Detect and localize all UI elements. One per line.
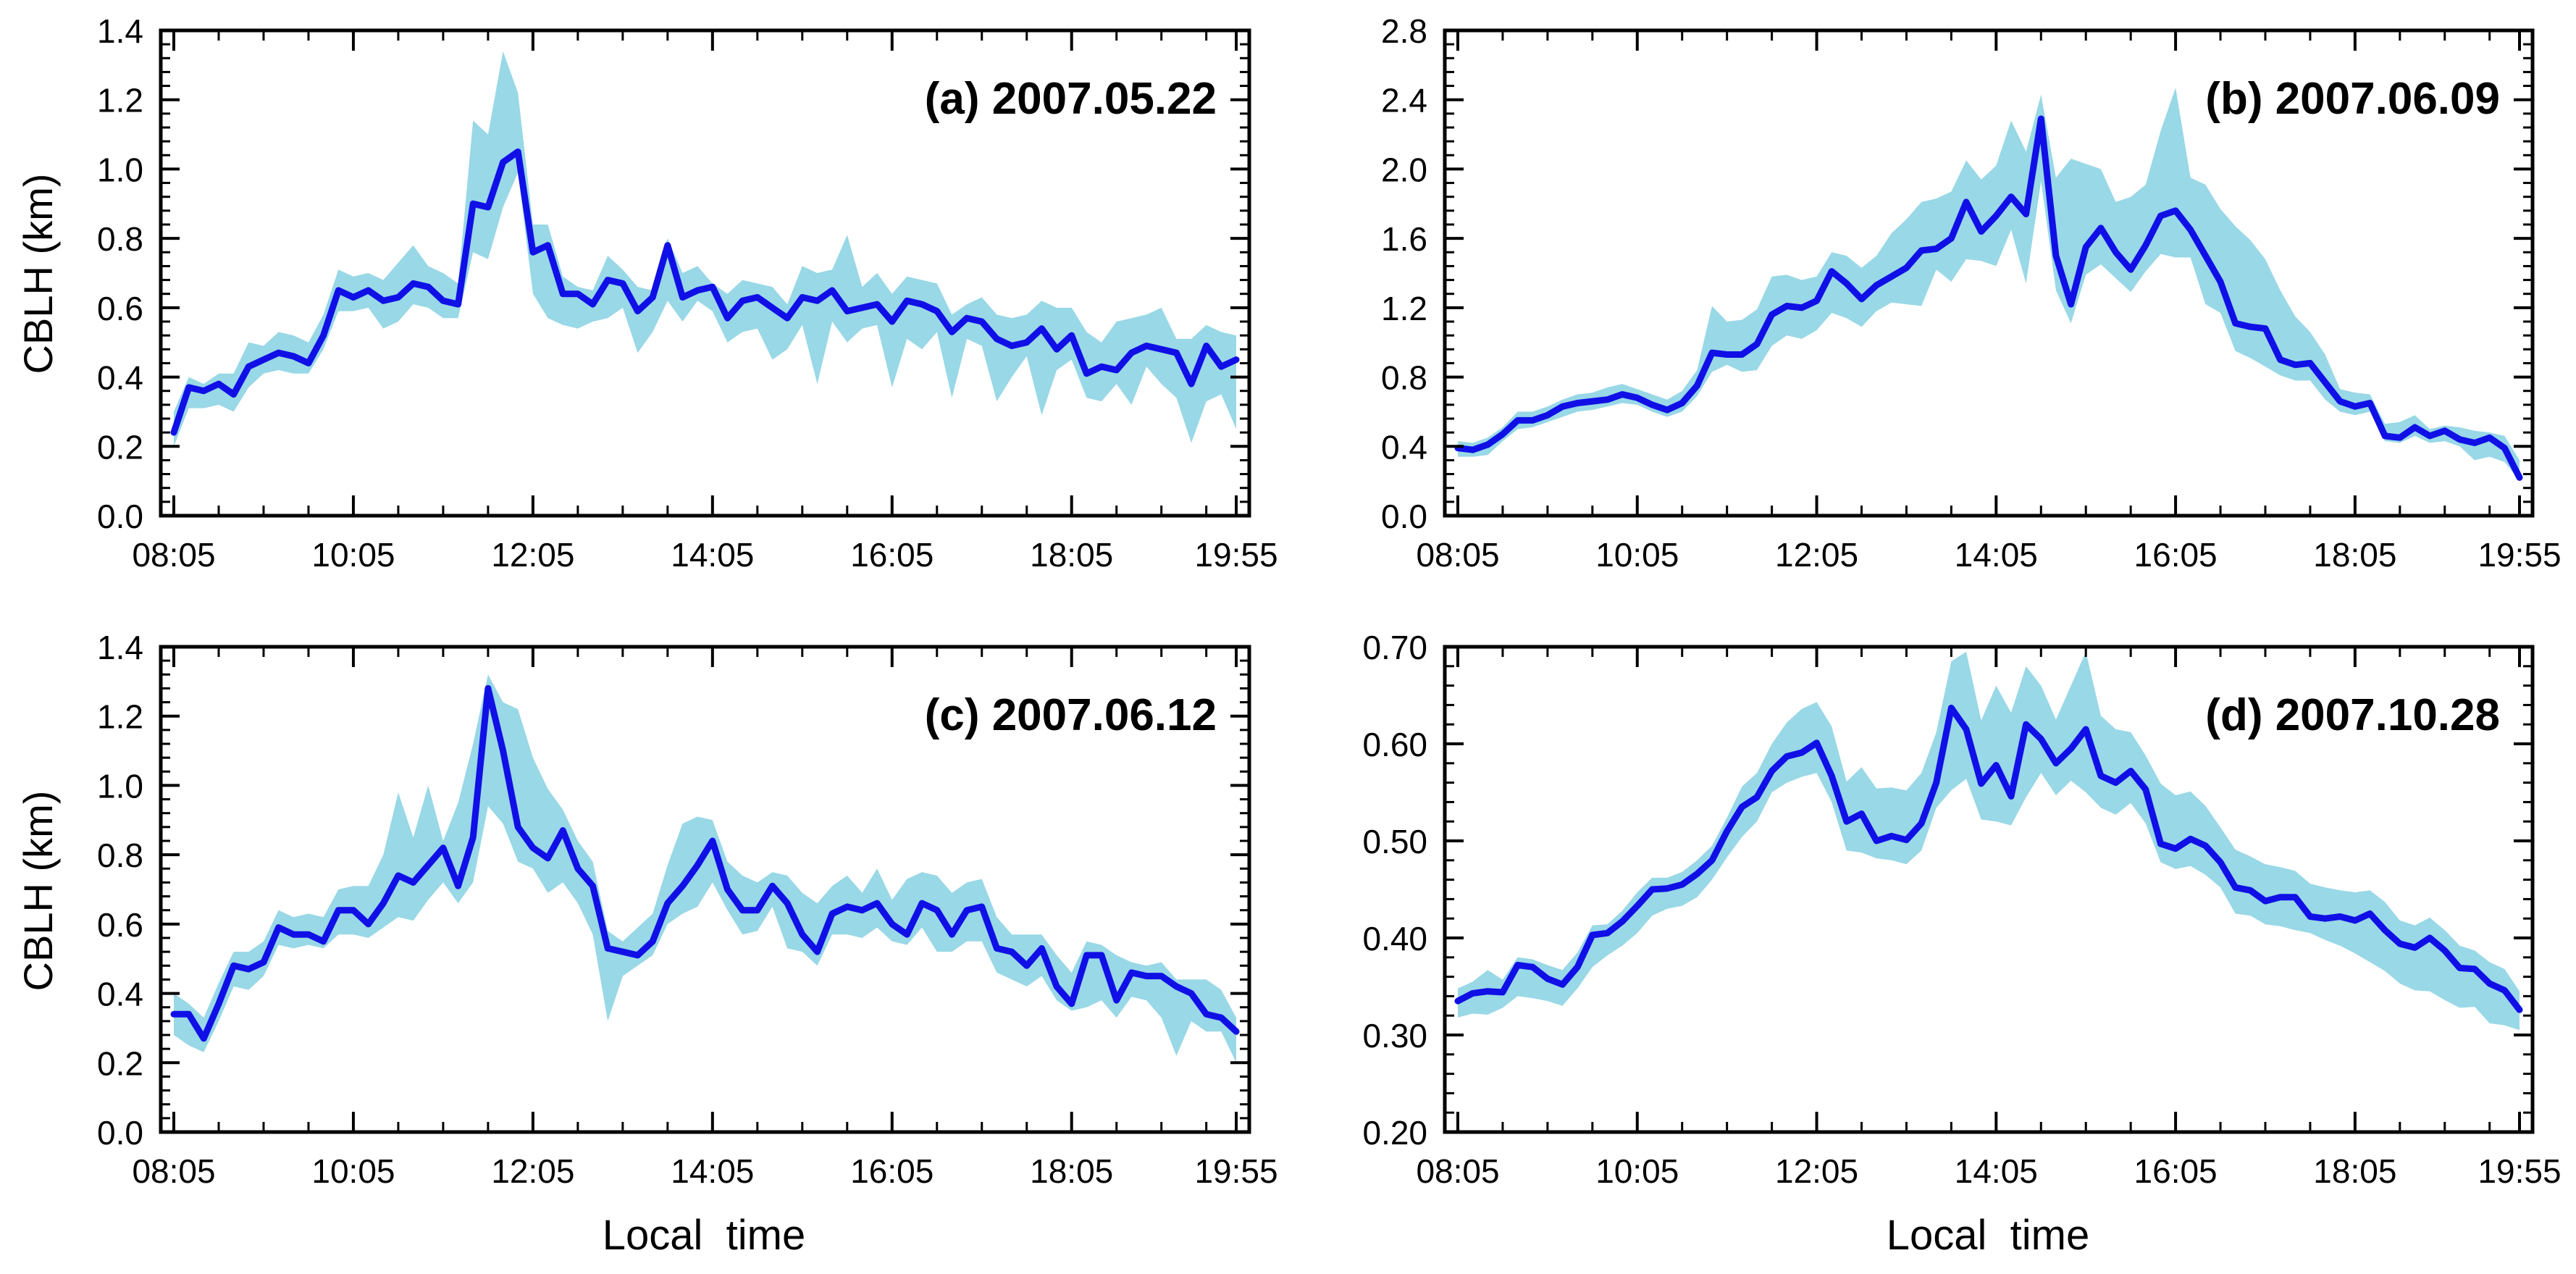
y-tick-label: 1.0 bbox=[97, 151, 143, 188]
y-axis-label-bottom: CBLH (km) bbox=[15, 791, 61, 992]
y-tick-label: 1.6 bbox=[1381, 220, 1427, 258]
x-tick-label: 08:05 bbox=[132, 536, 215, 574]
panel-a: 0.0 0.2 0.4 0.6 0.8 1.0 1.2 1.4 08:05 10:05 12:05 1… bbox=[97, 12, 1278, 574]
panel-title: (d) 2007.10.28 bbox=[2205, 690, 2500, 740]
x-tick-label: 08:05 bbox=[132, 1152, 215, 1190]
plot-frame bbox=[159, 645, 1251, 1134]
x-tick-label: 18:05 bbox=[2313, 536, 2396, 574]
panel-title: (b) 2007.06.09 bbox=[2205, 74, 2500, 124]
y-tick-label: 0.40 bbox=[1362, 920, 1427, 957]
x-tick-label: 14:05 bbox=[671, 1152, 754, 1190]
y-tick-label: 0.0 bbox=[97, 1114, 143, 1152]
y-tick-label: 0.8 bbox=[97, 220, 143, 258]
y-tick-label: 1.2 bbox=[1381, 290, 1427, 327]
y-axis-label-top: CBLH (km) bbox=[15, 174, 61, 374]
y-tick-label: 1.4 bbox=[97, 629, 143, 666]
y-tick-label: 2.8 bbox=[1381, 12, 1427, 50]
y-tick-label: 0.30 bbox=[1362, 1017, 1427, 1055]
x-tick-label: 19:55 bbox=[2478, 536, 2561, 574]
y-tick-label: 0.4 bbox=[97, 359, 143, 397]
x-tick-label: 14:05 bbox=[1955, 1152, 2038, 1190]
x-tick-label: 18:05 bbox=[1030, 1152, 1113, 1190]
y-tick-label: 2.4 bbox=[1381, 82, 1427, 120]
y-tick-label: 1.4 bbox=[97, 12, 143, 50]
y-tick-label: 0.2 bbox=[97, 1044, 143, 1082]
y-tick-label: 0.20 bbox=[1362, 1114, 1427, 1152]
x-tick-label: 10:05 bbox=[1595, 536, 1679, 574]
x-axis-label-right: Local time bbox=[1887, 1212, 2089, 1259]
x-tick-label: 16:05 bbox=[2134, 1152, 2218, 1190]
x-tick-label: 16:05 bbox=[2134, 536, 2218, 574]
y-tick-label: 0.6 bbox=[97, 906, 143, 944]
spread-band bbox=[174, 674, 1236, 1063]
y-tick-label: 2.0 bbox=[1381, 151, 1427, 188]
plot-frame bbox=[1443, 28, 2535, 518]
y-tick-label: 0.8 bbox=[1381, 359, 1427, 397]
x-tick-label: 14:05 bbox=[1955, 536, 2038, 574]
panel-title: (c) 2007.06.12 bbox=[925, 690, 1217, 740]
y-tick-label: 1.0 bbox=[97, 767, 143, 805]
x-tick-label: 10:05 bbox=[311, 536, 395, 574]
spread-band bbox=[1458, 88, 2520, 482]
y-tick-label: 0.60 bbox=[1362, 726, 1427, 763]
x-tick-label: 12:05 bbox=[491, 536, 574, 574]
plot-frame bbox=[159, 28, 1251, 518]
y-tick-label: 0.4 bbox=[1381, 428, 1427, 466]
x-tick-label: 12:05 bbox=[1775, 1152, 1858, 1190]
y-tick-label: 0.4 bbox=[97, 976, 143, 1013]
x-tick-label: 16:05 bbox=[850, 536, 934, 574]
x-tick-label: 12:05 bbox=[1775, 536, 1858, 574]
panel-title: (a) 2007.05.22 bbox=[925, 74, 1217, 124]
x-tick-label: 08:05 bbox=[1416, 536, 1499, 574]
x-tick-label: 14:05 bbox=[671, 536, 754, 574]
y-tick-label: 0.50 bbox=[1362, 823, 1427, 860]
x-tick-label: 18:05 bbox=[1030, 536, 1113, 574]
y-tick-label: 0.0 bbox=[97, 498, 143, 535]
y-tick-label: 0.2 bbox=[97, 428, 143, 466]
y-tick-label: 0.8 bbox=[97, 837, 143, 874]
x-tick-label: 19:55 bbox=[1194, 1152, 1277, 1190]
y-tick-label: 0.0 bbox=[1381, 498, 1427, 535]
panel-b: 0.0 0.4 0.8 1.2 1.6 2.0 2.4 2.8 08:05 10:05 12:05 1… bbox=[1381, 12, 2562, 574]
y-tick-label: 0.6 bbox=[97, 290, 143, 327]
x-tick-label: 08:05 bbox=[1416, 1152, 1499, 1190]
x-tick-label: 18:05 bbox=[2313, 1152, 2396, 1190]
x-tick-label: 10:05 bbox=[1595, 1152, 1679, 1190]
mean-line bbox=[170, 684, 1240, 1042]
x-tick-label: 16:05 bbox=[850, 1152, 934, 1190]
x-tick-label: 10:05 bbox=[311, 1152, 395, 1190]
mean-line bbox=[170, 148, 1240, 436]
spread-band bbox=[1458, 651, 2520, 1031]
y-tick-label: 1.2 bbox=[97, 698, 143, 736]
x-tick-label: 19:55 bbox=[2478, 1152, 2561, 1190]
panel-c: 0.0 0.2 0.4 0.6 0.8 1.0 1.2 1.4 08:05 10:05 12:05 1… bbox=[97, 629, 1278, 1190]
plot-frame bbox=[1443, 645, 2535, 1134]
y-tick-label: 1.2 bbox=[97, 82, 143, 120]
mean-line bbox=[1454, 115, 2523, 481]
y-tick-label: 0.70 bbox=[1362, 629, 1427, 666]
mean-line bbox=[1454, 704, 2523, 1013]
panel-d: 0.20 0.30 0.40 0.50 0.60 0.70 08:05 10:05 12:05 1… bbox=[1362, 629, 2561, 1190]
x-axis-label-left: Local time bbox=[603, 1212, 805, 1259]
x-tick-label: 19:55 bbox=[1194, 536, 1277, 574]
x-tick-label: 12:05 bbox=[491, 1152, 574, 1190]
